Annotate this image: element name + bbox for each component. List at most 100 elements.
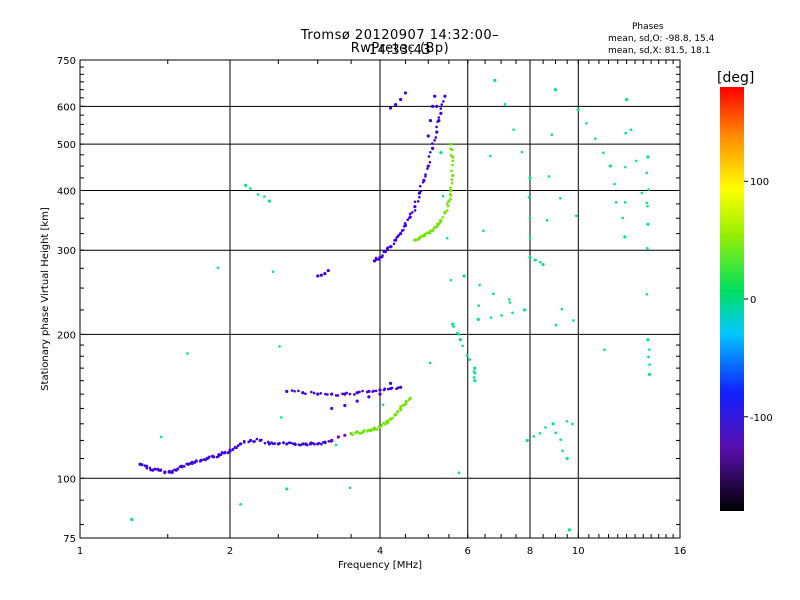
data-point [640, 191, 644, 195]
data-point [646, 247, 649, 250]
data-point [343, 433, 347, 437]
data-point [489, 316, 493, 319]
data-point [648, 348, 651, 351]
data-point [312, 391, 316, 395]
data-point [289, 441, 292, 445]
data-point [394, 412, 398, 417]
data-point [430, 146, 435, 150]
data-point [645, 201, 649, 205]
data-point [408, 212, 412, 216]
data-point [512, 128, 515, 131]
data-point [447, 199, 451, 203]
data-point [445, 236, 449, 240]
data-point [367, 389, 371, 393]
y-tick-label: 200 [57, 330, 76, 341]
data-point [282, 441, 285, 444]
data-point [500, 314, 503, 317]
colorbar-tick-label: -100 [750, 413, 773, 424]
data-point [411, 211, 414, 214]
data-point [423, 232, 427, 236]
data-point [406, 218, 410, 222]
data-point [473, 371, 477, 375]
data-point [433, 94, 437, 98]
data-point [216, 266, 220, 270]
data-point [285, 487, 289, 491]
data-point [273, 442, 277, 445]
data-point [559, 438, 562, 441]
data-point [559, 196, 562, 200]
data-point [388, 381, 393, 385]
data-point [532, 435, 536, 438]
data-point [646, 155, 650, 159]
data-point [430, 142, 434, 145]
y-tick-label: 400 [57, 186, 76, 197]
data-point [439, 111, 443, 115]
data-point [403, 222, 407, 225]
data-point [290, 389, 294, 392]
data-point [316, 392, 320, 396]
data-point [330, 438, 334, 443]
data-point [565, 456, 569, 461]
data-point [396, 386, 400, 390]
data-point [426, 167, 429, 170]
data-point [180, 465, 184, 469]
colorbar-tick-label: 0 [750, 295, 756, 306]
data-point [316, 274, 320, 278]
data-point [624, 97, 629, 102]
data-point [547, 175, 551, 178]
data-point [436, 222, 439, 226]
stats-x-mode: mean, sd,X: 81.5, 18.1 [608, 46, 711, 56]
data-point [348, 392, 352, 396]
data-point [457, 471, 461, 475]
data-point [623, 201, 627, 204]
data-point [319, 392, 323, 395]
data-point [446, 204, 450, 208]
data-point [450, 181, 454, 185]
data-point [560, 307, 564, 311]
data-point [451, 173, 455, 178]
x-tick-label: 16 [674, 546, 687, 557]
data-point [451, 322, 455, 326]
data-point [144, 464, 149, 468]
data-point [149, 468, 152, 472]
data-point [414, 238, 418, 241]
data-point [390, 386, 394, 390]
data-point [380, 424, 384, 427]
data-point [451, 163, 454, 167]
data-point [140, 463, 144, 466]
data-point [527, 195, 531, 199]
data-point [473, 366, 477, 370]
data-point [647, 188, 650, 191]
data-point [309, 441, 313, 444]
data-point [511, 311, 514, 315]
data-point [608, 164, 613, 168]
data-point [576, 108, 580, 112]
data-point [441, 194, 445, 198]
data-point [462, 274, 466, 278]
data-point [426, 134, 430, 138]
data-point [528, 236, 532, 240]
data-point [341, 392, 344, 396]
data-point [383, 387, 387, 391]
data-point [279, 416, 283, 419]
data-point [367, 395, 371, 399]
data-point [624, 165, 627, 169]
data-point [310, 390, 313, 394]
data-point [629, 128, 633, 131]
data-point [525, 438, 529, 443]
data-point [603, 348, 606, 352]
data-point [458, 338, 463, 342]
data-point [493, 78, 497, 82]
data-point [154, 468, 158, 471]
y-tick-label: 100 [57, 474, 76, 485]
data-point [386, 246, 390, 249]
data-point [330, 406, 334, 411]
data-point [372, 389, 376, 393]
data-point [503, 102, 507, 106]
data-point [208, 455, 211, 459]
data-point [324, 441, 327, 445]
data-point [449, 188, 453, 193]
data-point [405, 400, 408, 404]
data-point [492, 292, 495, 296]
data-point [449, 142, 453, 146]
